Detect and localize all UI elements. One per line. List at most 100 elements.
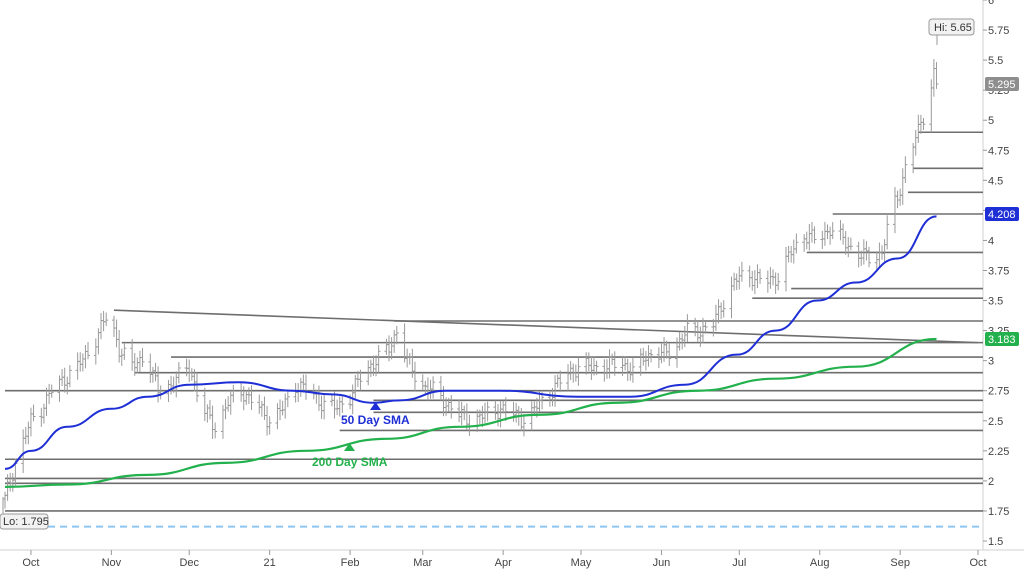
sma200-marker: 200 Day SMA [312, 443, 388, 469]
lo-callout: Lo: 1.795 [0, 497, 49, 530]
hi-callout: Hi: 5.65 [928, 18, 975, 45]
ohlc-bar [267, 416, 272, 435]
ohlc-bar [340, 394, 345, 414]
sma50-marker-arrow [370, 402, 381, 410]
ohlc-bar [176, 362, 181, 384]
x-tick-label: Aug [810, 557, 830, 569]
x-tick-label: Nov [102, 557, 122, 569]
ohlc-bar [934, 62, 939, 89]
sma50-marker: 50 Day SMA [341, 402, 410, 427]
y-tick-label: 3 [988, 356, 994, 368]
ohlc-bar [249, 385, 254, 410]
ohlc-bar [49, 384, 54, 398]
ohlc-bar [67, 365, 72, 388]
ohlc-bar [431, 376, 436, 399]
y-tick-label: 5 [988, 115, 994, 127]
x-tick-label: May [571, 557, 592, 569]
ohlc-bar [594, 360, 599, 376]
ohlc-bar [758, 268, 763, 284]
ohlc-bar [921, 117, 926, 130]
y-tick-label: 1.5 [988, 536, 1003, 548]
x-tick-label: Jul [732, 557, 746, 569]
trend-line [113, 309, 979, 344]
ohlc-bar [739, 261, 744, 282]
ohlc-bar [503, 397, 508, 422]
ohlc-bar [140, 348, 145, 368]
ohlc-bar [885, 215, 890, 250]
x-tick-label: Oct [969, 557, 986, 569]
y-tick-label: 5.5 [988, 55, 1003, 67]
ohlc-bar [285, 390, 290, 408]
x-tick-label: Oct [22, 557, 39, 569]
sma200-value-tag: 3.183 [985, 332, 1019, 346]
ohlc-bar [867, 246, 872, 268]
sma50-value: 4.208 [988, 209, 1016, 221]
y-tick-label: 4 [988, 235, 994, 247]
x-tick-label: Mar [413, 557, 432, 569]
ohlc-bar [122, 342, 127, 360]
ohlc-bar [812, 226, 817, 244]
ohlc-bar [231, 384, 236, 403]
ohlc-bar [794, 233, 799, 254]
ohlc-bar [86, 342, 91, 360]
x-tick-label: Feb [341, 557, 360, 569]
x-tick-label: 21 [264, 557, 276, 569]
y-tick-label: 3.75 [988, 266, 1009, 278]
y-tick-label: 1.75 [988, 506, 1009, 518]
ohlc-bar [376, 345, 381, 374]
ohlc-bar [612, 351, 617, 376]
y-tick-label: 5.75 [988, 25, 1009, 37]
x-tick-label: Apr [495, 557, 512, 569]
hi-callout-box [928, 18, 975, 36]
sma200-marker-arrow [344, 443, 355, 451]
ohlc-bar [576, 357, 581, 386]
ohlc-bar [485, 401, 490, 422]
sma200-line [4, 337, 937, 488]
ohlc-bar [649, 349, 654, 363]
ohlc-bar [903, 156, 908, 184]
ohlc-bar [31, 404, 36, 422]
lo-label: Lo: 1.795 [3, 516, 49, 528]
sma50-label: 50 Day SMA [341, 413, 410, 427]
ohlc-bar [104, 312, 109, 327]
ohlc-bar [412, 361, 417, 391]
x-tick-label: Sep [890, 557, 910, 569]
ohlc-bar [195, 372, 200, 403]
sma50-value-tag-box [985, 207, 1019, 221]
ohlc-bar [521, 413, 526, 437]
ohlc-bar [630, 357, 635, 383]
ohlc-bar [830, 222, 835, 240]
y-tick-label: 2.25 [988, 446, 1009, 458]
ohlc-bar [322, 394, 327, 420]
y-tick-label: 4.5 [988, 175, 1003, 187]
y-tick-label: 2 [988, 476, 994, 488]
ohlc-bar [449, 395, 454, 419]
x-tick-label: Dec [179, 557, 199, 569]
ohlc-bar [776, 272, 781, 291]
ohlc-bar [703, 322, 708, 334]
ohlc-bar [213, 422, 218, 439]
y-tick-label: 4.75 [988, 145, 1009, 157]
ohlc-bar [394, 325, 399, 345]
ohlc-bar [667, 343, 672, 366]
ohlc-bar [558, 370, 563, 393]
ohlc-bar [358, 369, 363, 391]
ohlc-bar [721, 300, 726, 318]
y-tick-label: 6 [988, 0, 994, 7]
sma200-value: 3.183 [988, 334, 1016, 346]
y-tick-label: 2.75 [988, 386, 1009, 398]
last-price-tag: 5.295 [985, 77, 1019, 91]
sma50-line [4, 215, 937, 470]
lo-callout-box [0, 513, 49, 530]
ohlc-bar [685, 314, 690, 343]
sma200-value-tag-box [985, 332, 1019, 346]
ohlc-bar [848, 237, 853, 251]
y-tick-label: 2.5 [988, 416, 1003, 428]
last-price-tag-box [985, 77, 1019, 91]
sma200-label: 200 Day SMA [312, 455, 388, 469]
last-price-value: 5.295 [988, 79, 1016, 91]
x-tick-label: Jun [653, 557, 671, 569]
